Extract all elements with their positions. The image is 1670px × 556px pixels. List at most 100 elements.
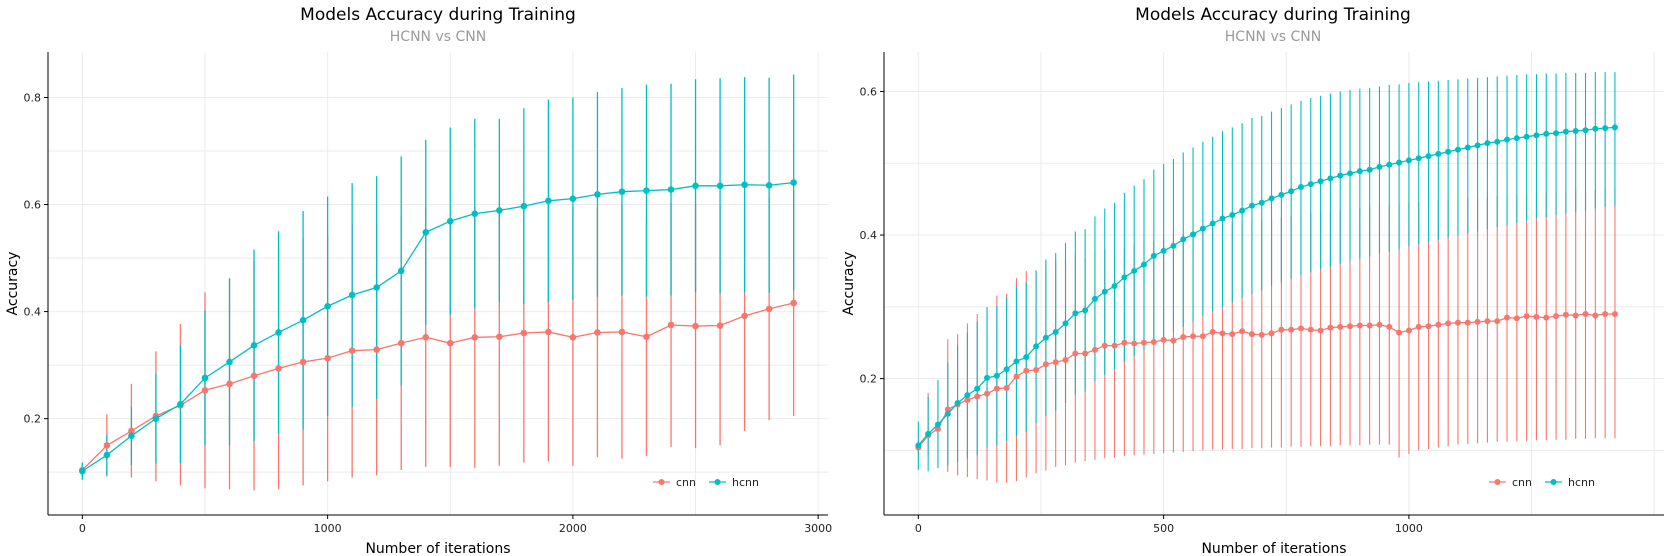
data-point [1366,166,1373,173]
data-point [1474,142,1481,149]
data-point [1288,188,1295,195]
chart-subtitle: HCNN vs CNN [1225,29,1321,45]
grid [48,52,828,515]
data-point [1052,328,1059,335]
data-point [397,339,405,347]
data-point [618,188,626,196]
legend-label: cnn [1512,476,1532,489]
data-point [1091,346,1098,353]
x-tick-label: 500 [1153,522,1174,535]
data-point [741,181,748,189]
data-point [1611,124,1618,131]
data-point [716,182,724,190]
data-point [1239,328,1246,335]
data-point [1072,310,1079,317]
data-point [964,392,971,399]
data-point [1160,247,1167,254]
data-point [1229,211,1236,218]
grid [884,52,1664,515]
data-point [1592,125,1599,132]
y-tick-label: 0.6 [860,85,878,98]
data-point [1347,323,1354,330]
data-point [692,182,699,190]
data-point [1209,220,1216,227]
data-point [1533,132,1540,139]
data-point [984,374,991,381]
data-point [1474,318,1481,325]
data-point [1258,331,1265,338]
data-point [790,179,797,186]
data-point [1091,295,1098,302]
data-point [1072,350,1079,357]
data-point [250,342,258,349]
data-point [1504,136,1511,143]
legend-key-point [1494,479,1501,485]
data-point [1111,283,1118,290]
data-point [1494,318,1501,325]
data-point [422,333,430,341]
data-point [446,339,454,347]
data-point [934,425,941,432]
data-point [1572,127,1579,134]
data-point [1572,312,1579,319]
legend-item-hcnn: hcnn [709,476,759,489]
data-point [1562,128,1569,135]
data-point [545,328,552,336]
data-point [569,195,577,202]
series-cnn-line [79,299,797,474]
data-point [964,397,971,404]
data-point [1170,242,1177,249]
data-point [1307,181,1314,188]
data-point [520,202,528,210]
series-hcnn-line [915,124,1618,449]
data-point [373,346,380,353]
data-point [471,333,479,341]
data-point [1592,312,1599,319]
data-point [1170,337,1177,344]
legend-item-hcnn: hcnn [1545,476,1595,489]
data-point [152,415,160,422]
data-point [643,187,650,194]
legend-label: hcnn [732,476,759,489]
data-point [177,400,184,408]
data-point [1415,323,1422,330]
data-point [1229,331,1236,338]
data-point [984,390,991,397]
data-point [1278,191,1285,198]
data-point [1484,140,1491,147]
series-line [81,181,794,472]
data-point [1121,339,1128,346]
data-point [667,321,675,329]
data-point [925,430,932,437]
data-point [545,197,552,205]
data-point [944,406,951,413]
data-point [1101,342,1108,349]
data-point [1533,313,1540,320]
chart-title: Models Accuracy during Training [300,5,576,25]
data-point [1445,148,1452,155]
legend-item-cnn: cnn [653,476,696,489]
data-point [934,421,941,428]
data-point [496,333,503,341]
series-line [81,302,794,471]
series-hcnn [917,72,1616,472]
data-point [1454,319,1461,326]
data-point [103,442,111,449]
data-point [1219,330,1226,337]
data-point [226,358,233,366]
data-point [79,467,86,475]
data-point [974,393,981,400]
data-point [275,329,282,336]
data-point [1513,315,1520,322]
legend: cnn hcnn [1489,476,1595,489]
data-point [1190,333,1197,340]
data-point [790,299,797,307]
data-point [1307,326,1314,333]
data-point [1023,354,1030,361]
data-point [1611,311,1618,318]
data-point [520,329,528,337]
data-point [1013,373,1020,380]
data-point [1366,322,1373,329]
